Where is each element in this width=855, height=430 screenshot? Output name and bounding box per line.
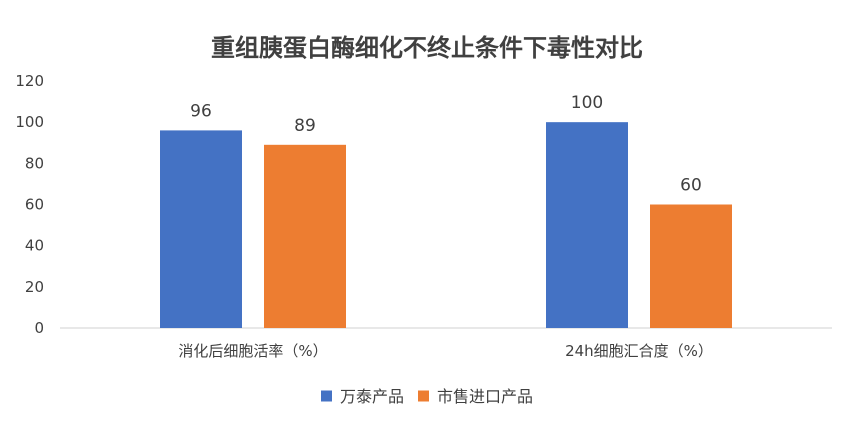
bar-value-label: 96: [190, 101, 212, 121]
y-tick-label: 80: [25, 154, 44, 172]
legend-swatch: [321, 390, 332, 402]
data-labels-group: 96 89 100 60: [190, 93, 702, 195]
bar-value-label: 60: [680, 176, 702, 196]
bar: [160, 130, 242, 328]
legend: 万泰产品 市售进口产品: [321, 387, 533, 406]
y-axis: 0 20 40 60 80 100 120: [15, 72, 44, 337]
x-category-label: 24h细胞汇合度（%）: [565, 342, 713, 360]
bar-value-label: 100: [571, 93, 603, 113]
y-tick-label: 100: [15, 113, 44, 131]
legend-label: 万泰产品: [340, 387, 404, 406]
bar-value-label: 89: [294, 116, 316, 136]
y-tick-label: 20: [25, 278, 44, 296]
y-tick-label: 0: [34, 319, 44, 337]
chart-title: 重组胰蛋白酶细化不终止条件下毒性对比: [211, 34, 643, 62]
y-tick-label: 40: [25, 237, 44, 255]
legend-swatch: [418, 390, 429, 402]
y-tick-label: 120: [15, 72, 44, 90]
y-tick-label: 60: [25, 196, 44, 214]
x-axis: 消化后细胞活率（%） 24h细胞汇合度（%）: [60, 327, 832, 360]
bar: [546, 122, 628, 329]
legend-label: 市售进口产品: [437, 387, 533, 406]
bar: [650, 204, 732, 328]
x-category-label: 消化后细胞活率（%）: [178, 342, 327, 360]
bars-group: [160, 122, 732, 329]
bar: [264, 144, 346, 328]
